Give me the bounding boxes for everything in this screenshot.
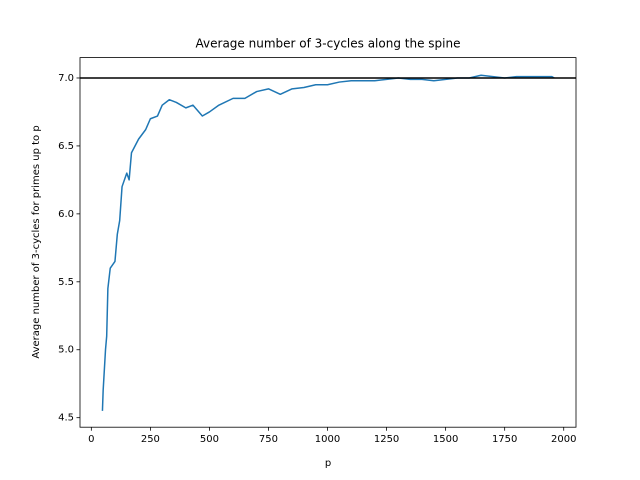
y-tick-label: 7.0 [58,73,74,84]
plot-frame [79,57,577,428]
x-tick-label: 500 [200,434,219,445]
x-tick-label: 750 [259,434,278,445]
x-tick-label: 1250 [374,434,399,445]
x-tick-label: 1500 [433,434,458,445]
y-tick-label: 5.0 [58,345,74,356]
x-tick-label: 1750 [492,434,517,445]
y-tick-label: 5.5 [58,277,74,288]
chart-title: Average number of 3-cycles along the spi… [196,37,461,51]
y-tick-label: 6.5 [58,141,74,152]
x-tick-label: 250 [141,434,160,445]
y-tick-label: 6.0 [58,209,74,220]
y-tick-label: 4.5 [58,413,74,424]
x-tick-label: 0 [88,434,94,445]
x-axis-label: p [325,458,331,469]
x-tick-label: 2000 [551,434,576,445]
y-axis-label: Average number of 3-cycles for primes up… [31,125,42,358]
x-tick-label: 1000 [315,434,340,445]
